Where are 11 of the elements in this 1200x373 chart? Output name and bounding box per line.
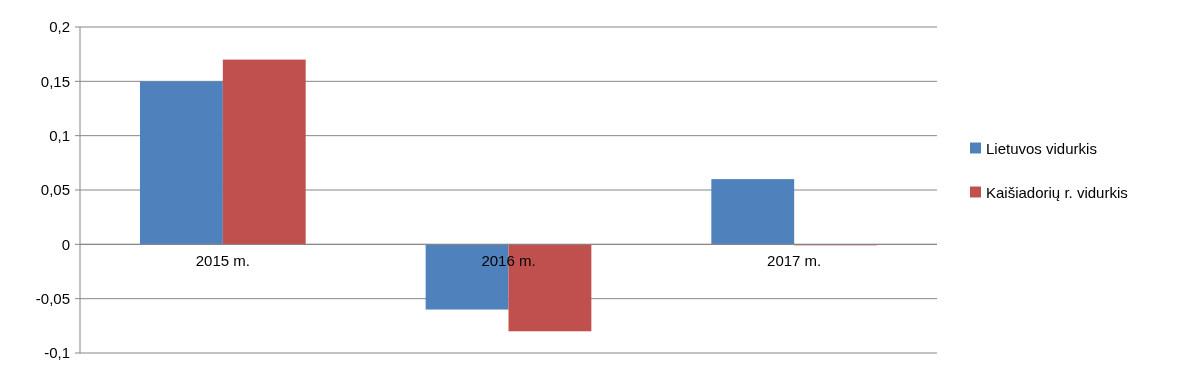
y-tick-label: 0 xyxy=(61,235,70,253)
legend-label: Lietuvos vidurkis xyxy=(986,139,1097,157)
x-tick-label: 2015 m. xyxy=(195,252,250,270)
y-tick-label: 0,2 xyxy=(49,18,70,36)
x-tick-label: 2017 m. xyxy=(767,252,822,270)
y-tick-label: -0,05 xyxy=(35,289,70,307)
y-tick-label: -0,1 xyxy=(44,344,70,362)
y-tick-label: 0,05 xyxy=(40,181,70,199)
legend-label: Kaišiadorių r. vidurkis xyxy=(986,183,1128,201)
y-tick-label: 0,1 xyxy=(49,126,70,144)
y-tick-label: 0,15 xyxy=(40,72,70,90)
